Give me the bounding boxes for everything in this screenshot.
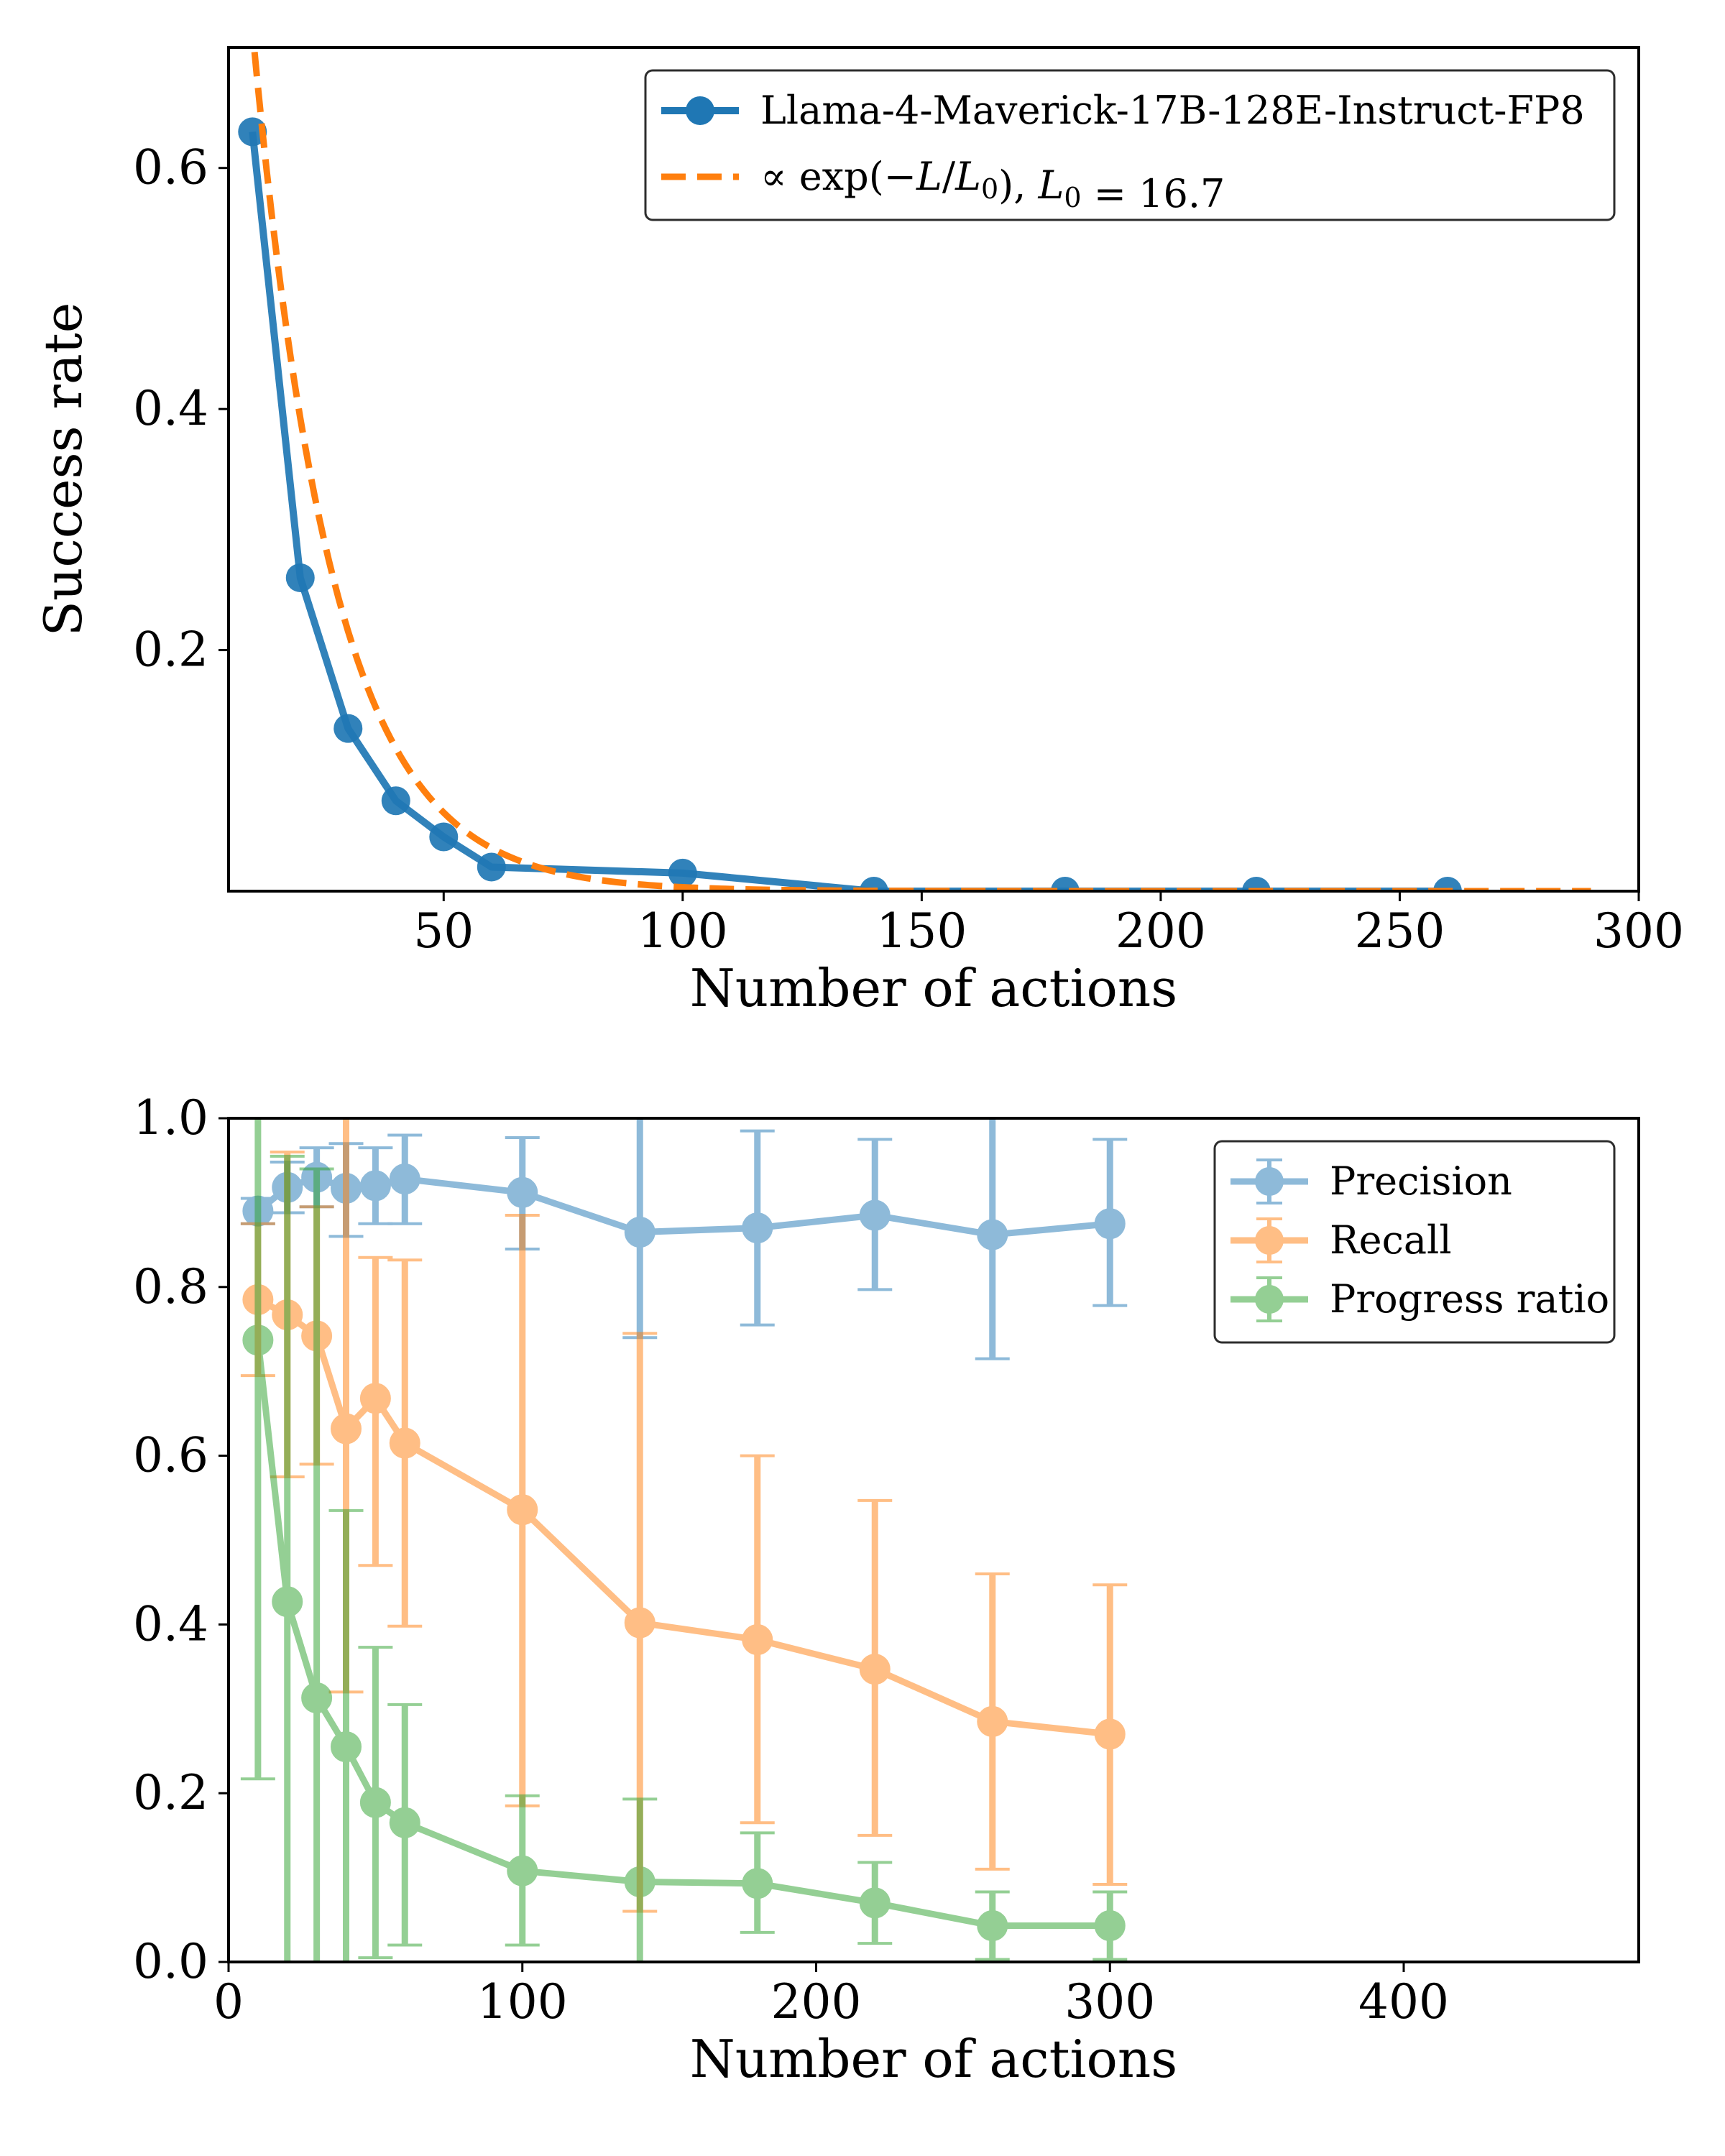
precision-point-220	[859, 1199, 891, 1231]
bottom-x-tick-label-0: 0	[213, 1974, 244, 2030]
chart-precision-recall-progress: 0 100 200 300 400 0.0 0.2 0.4 0.6 0.8 1.0 Number of…	[133, 1090, 1640, 2089]
progress-ratio-point-260	[977, 1910, 1008, 1942]
legend-recall-swatch	[1230, 1217, 1308, 1263]
bottom-y-tick-label-0-8: 0.8	[133, 1259, 208, 1314]
legend-precision-label: Precision	[1330, 1158, 1512, 1204]
bottom-x-tick-label-400: 400	[1358, 1974, 1449, 2030]
top-x-tick-label-300: 300	[1593, 903, 1684, 959]
top-y-tick-label-0-6: 0.6	[133, 140, 208, 195]
top-axes-frame	[227, 46, 1640, 893]
precision-point-180	[742, 1212, 773, 1244]
legend-exp-label-part-2: /	[942, 154, 956, 199]
legend-llama-swatch-marker	[686, 96, 714, 125]
bottom-y-tick-label-1: 1.0	[133, 1090, 208, 1146]
legend-precision-swatch-marker	[1255, 1167, 1284, 1196]
progress-ratio-point-220	[859, 1887, 891, 1919]
legend-llama-label: Llama-4-Maverick-17B-128E-Instruct-FP8	[760, 88, 1585, 133]
progress-ratio-point-100	[507, 1855, 538, 1886]
bottom-legend-box	[1213, 1140, 1616, 1344]
precision-point-300	[1094, 1208, 1126, 1240]
legend-recall-swatch-marker	[1255, 1226, 1284, 1255]
legend-exp-label-part-3: L	[954, 154, 981, 199]
series-llama-point-220	[1241, 877, 1271, 891]
chart-success-rate: 50 100 150 200 250 300 0.2 0.4 0.6 Number of acti…	[33, 46, 1684, 1018]
legend-exp-label-part-0: ∝ exp(−	[760, 154, 916, 199]
progress-ratio-point-300	[1094, 1910, 1126, 1942]
recall-point-220	[859, 1654, 891, 1685]
top-x-tick-label-200: 200	[1116, 903, 1206, 959]
series-llama-point-30	[334, 714, 363, 743]
legend-precision-swatch	[1230, 1158, 1308, 1204]
series-llama-point-50	[429, 822, 459, 852]
legend-exp-label-part-5: ),	[998, 162, 1038, 208]
legend-progress-ratio-swatch-marker	[1255, 1285, 1284, 1314]
bottom-y-tick-label-0-4: 0.4	[133, 1596, 208, 1651]
progress-ratio-point-40	[331, 1731, 362, 1763]
legend-exp-label-part-8: = 16.7	[1082, 171, 1225, 216]
series-llama-point-20	[285, 563, 315, 592]
series-llama-point-260	[1432, 877, 1462, 891]
legend-exp-label-part-4: 0	[981, 173, 998, 205]
bottom-axes-frame	[227, 1117, 1640, 1963]
recall-point-60	[389, 1427, 420, 1459]
precision-point-50	[359, 1170, 391, 1202]
recall-line	[256, 1296, 1110, 1738]
top-x-tick-label-100: 100	[638, 903, 728, 959]
bottom-x-tick-label-200: 200	[771, 1974, 862, 2030]
progress-ratio-point-140	[624, 1866, 656, 1897]
progress-ratio-line	[254, 1340, 1110, 1930]
series-llama-point-100	[668, 858, 697, 888]
recall-point-50	[359, 1383, 391, 1414]
series-precision	[240, 1118, 1128, 1360]
top-x-tick-label-250: 250	[1354, 903, 1445, 959]
recall-point-260	[977, 1705, 1008, 1737]
progress-ratio-point-50	[359, 1787, 391, 1818]
legend-progress-ratio-label: Progress ratio	[1330, 1276, 1609, 1322]
legend-progress-ratio-swatch	[1230, 1276, 1308, 1322]
series-progress-ratio	[240, 1118, 1128, 1962]
progress-ratio-point-10	[242, 1325, 274, 1356]
recall-point-100	[507, 1494, 538, 1526]
precision-point-60	[389, 1164, 420, 1195]
progress-ratio-point-180	[742, 1868, 773, 1899]
progress-ratio-point-60	[389, 1807, 420, 1838]
precision-point-260	[977, 1219, 1008, 1250]
recall-point-300	[1094, 1718, 1126, 1750]
top-x-tick-label-50: 50	[413, 903, 474, 959]
top-x-axis-label: Number of actions	[690, 958, 1177, 1018]
recall-point-180	[742, 1624, 773, 1656]
legend-recall-label: Recall	[1330, 1217, 1452, 1263]
series-llama-line	[249, 131, 1448, 891]
bottom-plot-area	[240, 1118, 1128, 1962]
bottom-y-tick-label-0-6: 0.6	[133, 1428, 208, 1483]
legend-exp-label-part-1: L	[916, 154, 942, 199]
legend-exp-label-part-6: L	[1038, 162, 1064, 208]
bottom-y-tick-label-0: 0.0	[133, 1934, 208, 1989]
bottom-x-axis-label: Number of actions	[690, 2029, 1177, 2089]
top-y-tick-label-0-2: 0.2	[133, 622, 208, 678]
recall-point-40	[331, 1413, 362, 1445]
top-x-tick-label-150: 150	[876, 903, 967, 959]
bottom-legend: Precision Recall Progress ratio	[1213, 1140, 1616, 1344]
precision-point-140	[624, 1216, 656, 1248]
precision-point-100	[507, 1176, 538, 1208]
legend-exp-label-part-7: 0	[1064, 182, 1081, 213]
bottom-y-tick-label-0-2: 0.2	[133, 1765, 208, 1820]
series-llama-point-60	[477, 852, 506, 882]
progress-ratio-point-30	[301, 1682, 333, 1714]
top-legend: Llama-4-Maverick-17B-128E-Instruct-FP8 ∝ …	[644, 69, 1616, 221]
legend-exp-label: ∝ exp(−L/L0), L0 = 16.7	[760, 154, 1225, 216]
series-llama-point-40	[381, 786, 410, 816]
progress-ratio-point-20	[272, 1586, 303, 1618]
top-legend-box	[644, 69, 1616, 221]
bottom-x-tick-label-300: 300	[1064, 1974, 1155, 2030]
top-y-axis-label: Success rate	[33, 303, 93, 637]
top-y-tick-label-0-4: 0.4	[133, 381, 208, 436]
series-llama-point-180	[1050, 877, 1080, 891]
bottom-x-tick-label-100: 100	[477, 1974, 568, 2030]
recall-point-140	[624, 1607, 656, 1639]
